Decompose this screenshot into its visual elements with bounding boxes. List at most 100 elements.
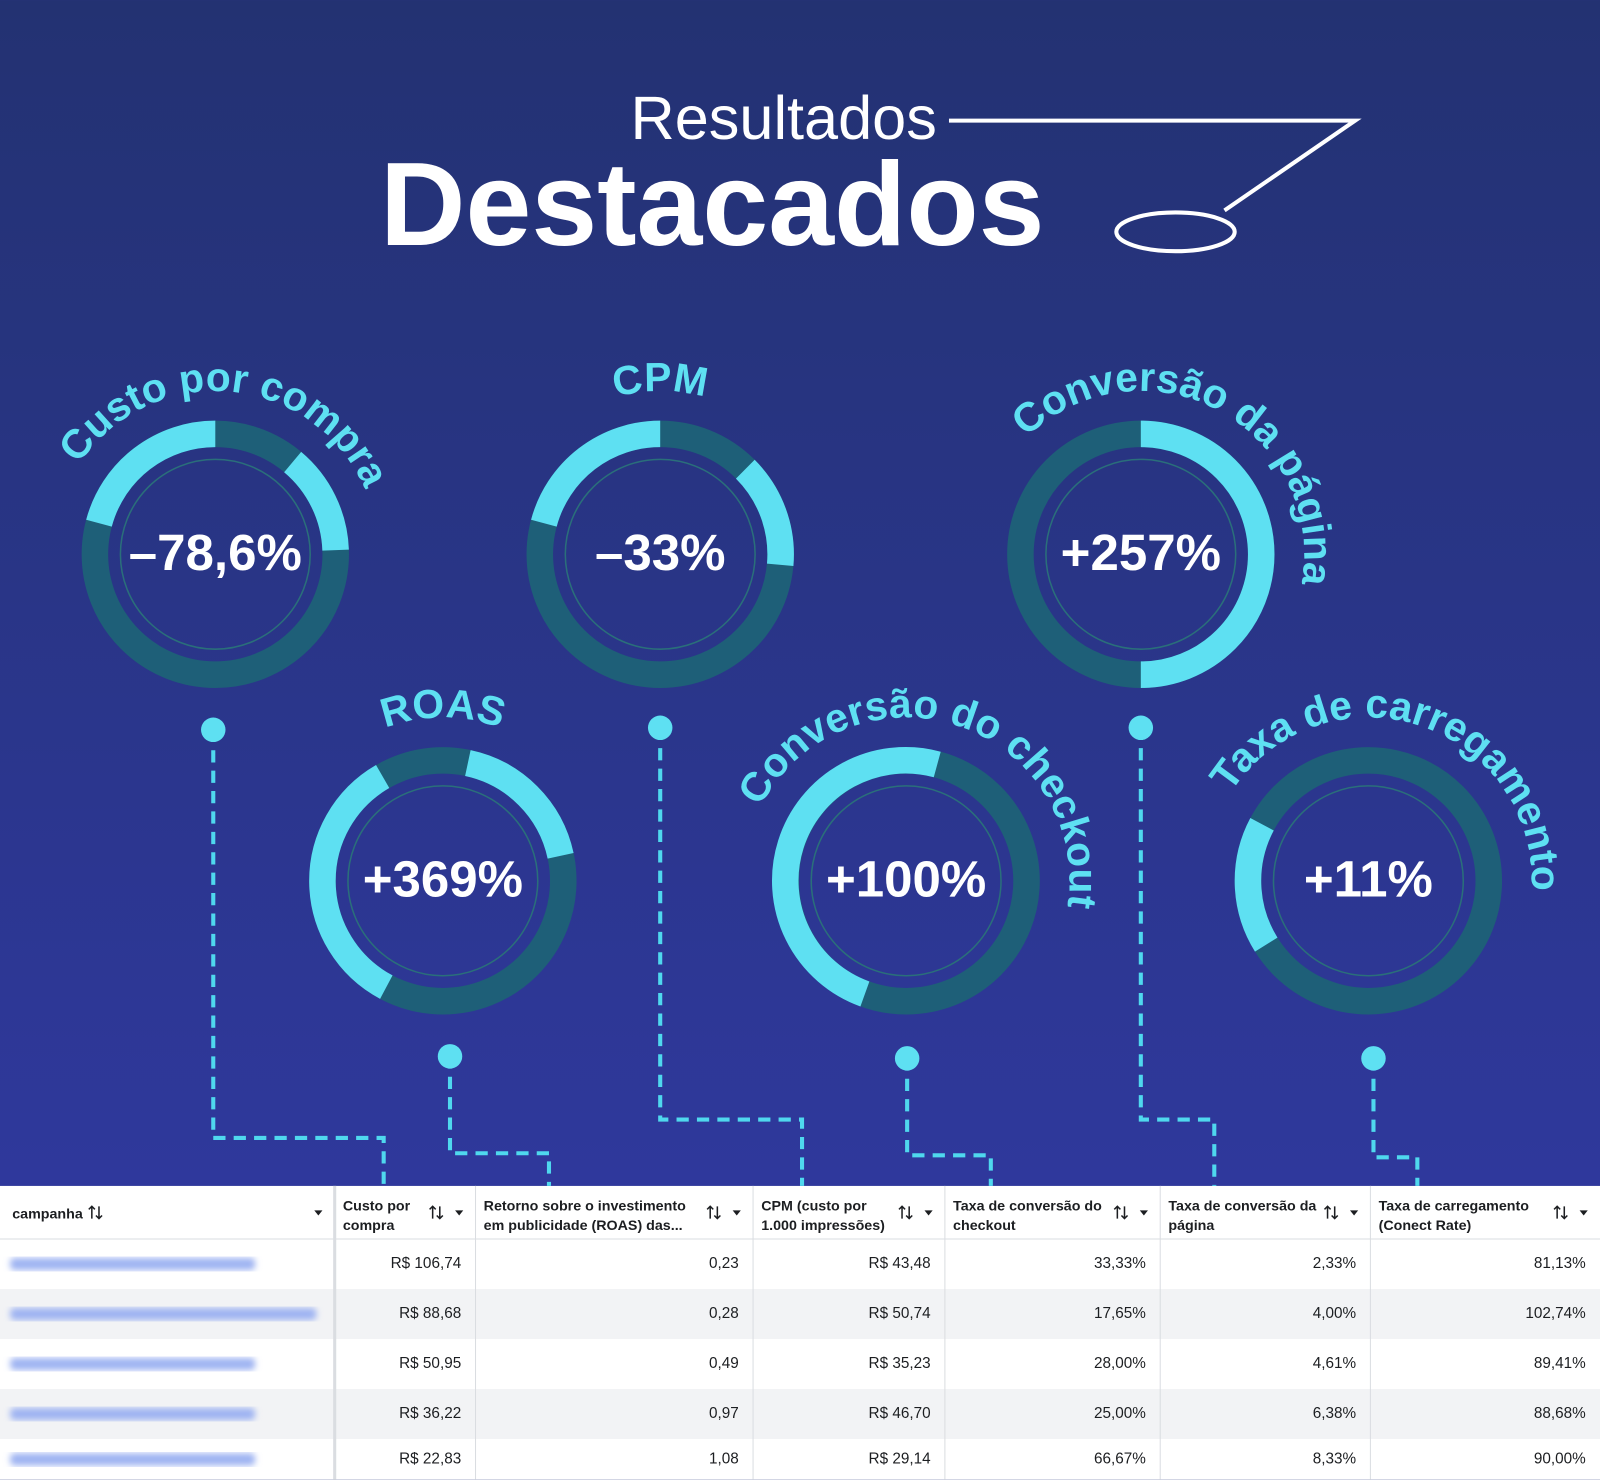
table: R$ 106,74 0,23 R$ 43,48 33,33% 2,33% 81,13% R$… [0,1185,1600,1480]
sort-icon [898,1205,913,1220]
connector-dot [894,1046,920,1071]
column-header: CPM (custo por [761,1198,867,1214]
metric-value: –78,6% [129,524,302,581]
cell: R$ 43,48 [869,1255,931,1272]
dropdown-icon [732,1210,741,1216]
dropdown-icon [1139,1210,1148,1216]
cell: 0,23 [709,1255,739,1272]
cell: 33,33% [1094,1255,1146,1272]
cell: R$ 35,23 [869,1355,931,1372]
metric-value: +11% [1304,850,1433,907]
ring-highlight [531,420,661,527]
connector-dot [201,717,226,743]
connector [1138,727,1217,1186]
sort-icon [1553,1205,1568,1220]
metric-value: –33% [595,524,725,581]
cell: R$ 106,74 [391,1255,462,1272]
ring-highlight [283,451,349,551]
connector [1371,1058,1420,1186]
column-header: campanha [12,1207,84,1223]
connector [658,727,805,1186]
cell: 88,68% [1534,1405,1586,1422]
blurred-campaign [10,1307,317,1321]
column-header: Retorno sobre o investimento [484,1198,686,1214]
cell: R$ 36,22 [399,1405,461,1422]
cell: R$ 29,14 [869,1450,932,1467]
ring-highlight [1234,818,1278,952]
cell: R$ 46,70 [869,1405,931,1422]
cell: 6,38% [1313,1405,1357,1422]
column-header: Taxa de carregamento [1379,1198,1530,1214]
column-header: 1.000 impressões) [761,1218,885,1234]
metric-label-text: CPM [608,354,711,406]
connector-dot [437,1044,463,1069]
cell: 81,13% [1534,1255,1586,1272]
metric-value: +100% [826,850,986,907]
cell: R$ 50,95 [399,1355,461,1372]
ring-highlight [309,765,393,999]
blurred-campaign [10,1453,256,1466]
row-stripe [0,1388,1600,1439]
column-header: compra [343,1218,396,1234]
title-bold: Destacados [380,139,1044,271]
cell: 66,67% [1094,1450,1146,1467]
dropdown-icon [1579,1210,1588,1216]
column-header: página [1168,1218,1215,1234]
blurred-campaign [10,1257,256,1271]
sort-icon [88,1205,103,1220]
cell: 89,41% [1534,1355,1586,1372]
dropdown-icon [924,1210,933,1216]
cell: 25,00% [1094,1405,1146,1422]
cell: R$ 50,74 [869,1305,932,1322]
ring-inner [564,458,756,650]
cell: R$ 88,68 [399,1305,461,1322]
column-header: Taxa de conversão da [1168,1198,1317,1214]
connector-dot [647,715,673,740]
metric-label: CPM [608,354,711,406]
blurred-campaign [10,1407,256,1421]
decor-line [948,118,1362,213]
cell: 28,00% [1094,1355,1146,1372]
ring-inner [810,785,1002,977]
ring-inner [119,458,311,650]
column-header: (Conect Rate) [1379,1218,1472,1234]
cell: 102,74% [1525,1305,1586,1322]
cell: 2,33% [1313,1255,1357,1272]
cell: 0,28 [709,1305,739,1322]
ring-highlight [464,750,574,859]
title-light: Resultados [631,84,937,152]
cell: 4,00% [1313,1305,1357,1322]
connector-dot [1361,1046,1386,1071]
column-header: Custo por [343,1198,411,1214]
dropdown-icon [1350,1210,1359,1216]
ring-inner [1045,458,1237,650]
cell: 1,08 [709,1450,739,1467]
connector [905,1058,993,1186]
cell: 4,61% [1313,1355,1357,1372]
ring-highlight [1140,420,1275,688]
cell: 0,97 [709,1405,739,1422]
connector [211,729,386,1186]
ring-highlight [735,459,794,566]
ring-highlight [772,747,941,1007]
cell: 0,49 [709,1355,739,1372]
dropdown-icon [314,1210,323,1216]
ring-highlight [86,420,216,527]
cell: 90,00% [1534,1450,1586,1467]
sort-icon [706,1205,721,1220]
decor-ellipse [1114,210,1237,254]
sort-icon [429,1205,444,1220]
connector [447,1056,552,1186]
column-header: Taxa de conversão do [953,1198,1102,1214]
column-header: em publicidade (ROAS) das... [484,1218,683,1234]
cell: 17,65% [1094,1305,1146,1322]
connector-dot [1128,715,1154,740]
metric-value: +369% [363,850,523,907]
column-header: checkout [953,1218,1016,1234]
sort-icon [1323,1205,1339,1220]
cell: R$ 22,83 [399,1450,461,1467]
cell: 8,33% [1313,1450,1357,1467]
metric-value: +257% [1061,524,1221,581]
